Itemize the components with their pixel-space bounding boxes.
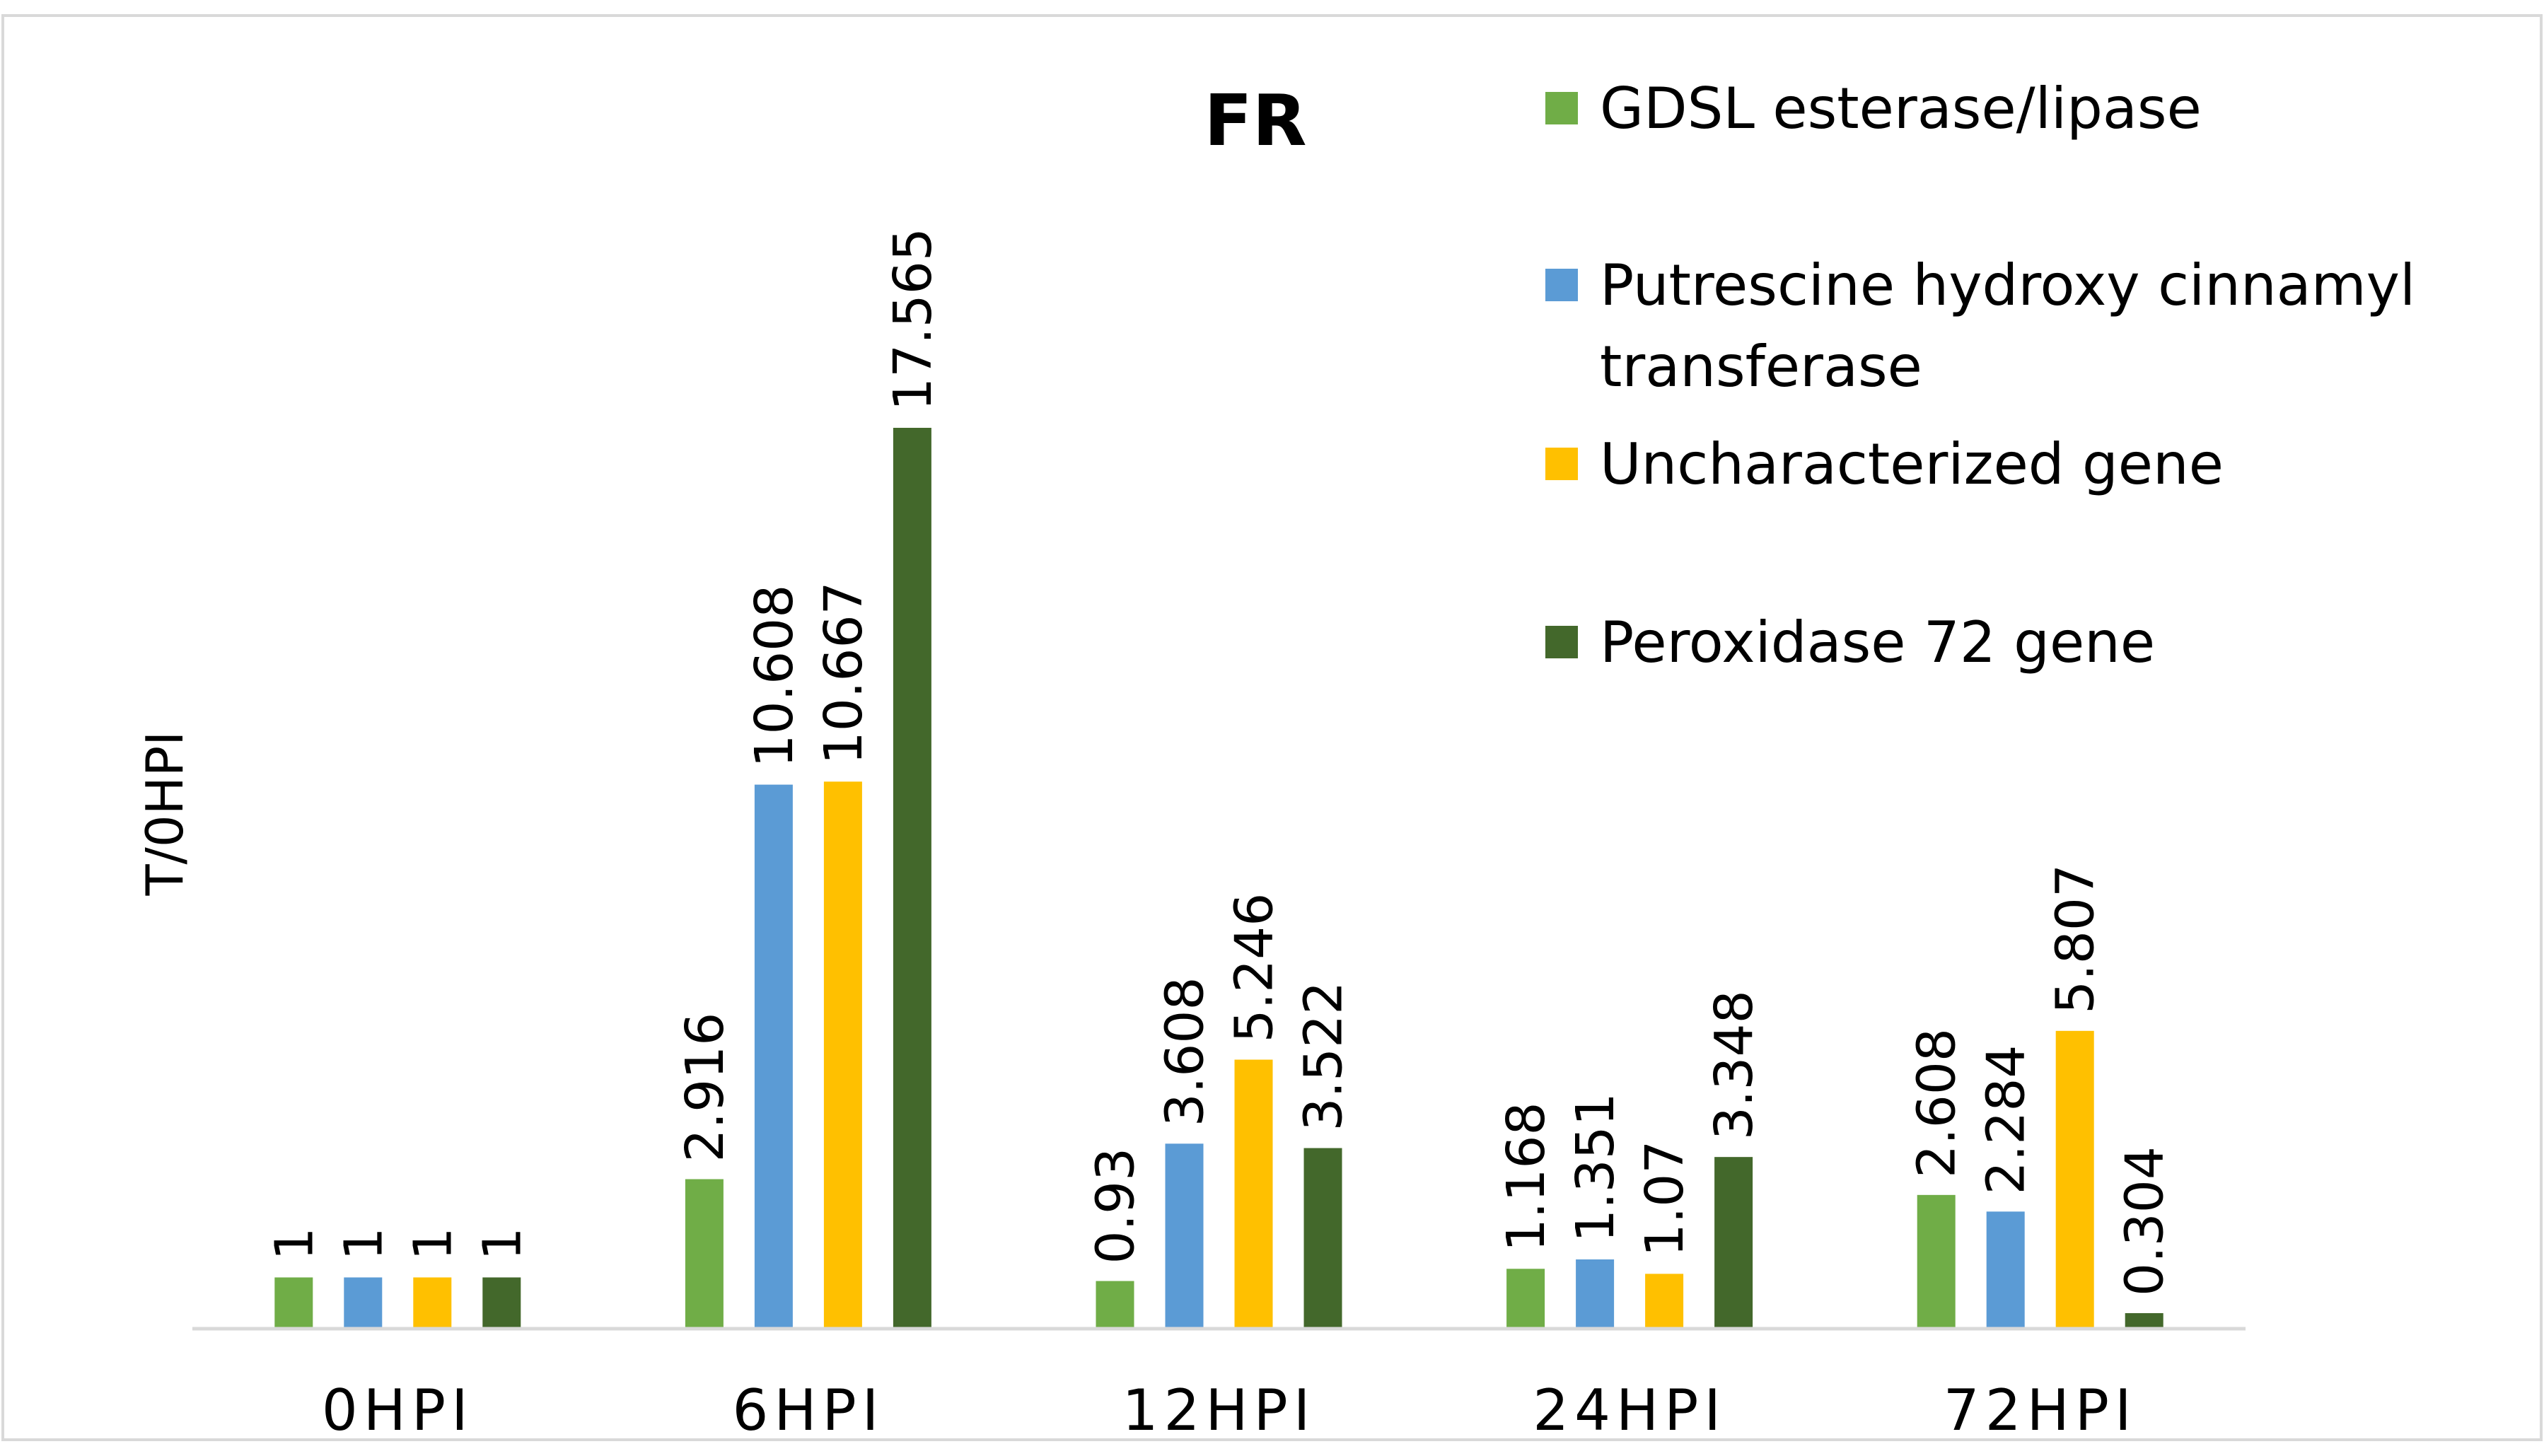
bar-72hpi-series-1 xyxy=(1917,1194,1956,1329)
value-label-24hpi-series-2: 1.351 xyxy=(1565,1093,1626,1242)
value-label-0hpi-series-3: 1 xyxy=(402,1227,463,1260)
value-label-6hpi-series-1: 2.916 xyxy=(675,1013,736,1163)
value-label-24hpi-series-3: 1.07 xyxy=(1634,1141,1695,1257)
bar-24hpi-series-3 xyxy=(1645,1274,1684,1329)
bars-layer xyxy=(274,428,2163,1329)
value-label-72hpi-series-1: 2.608 xyxy=(1907,1028,1968,1178)
legend-label-1: GDSL esterase/lipase xyxy=(1600,76,2202,141)
chart-title: FR xyxy=(1204,79,1306,162)
value-label-6hpi-series-3: 10.667 xyxy=(813,581,874,764)
bar-12hpi-series-4 xyxy=(1303,1148,1342,1329)
value-label-12hpi-series-2: 3.608 xyxy=(1155,977,1216,1126)
value-label-0hpi-series-1: 1 xyxy=(264,1227,325,1260)
bar-0hpi-series-1 xyxy=(274,1277,313,1329)
bar-72hpi-series-4 xyxy=(2125,1312,2163,1329)
legend-swatch-2 xyxy=(1545,269,1578,301)
bar-12hpi-series-3 xyxy=(1234,1059,1273,1329)
legend-swatch-1 xyxy=(1545,92,1578,124)
bar-0hpi-series-4 xyxy=(482,1277,521,1329)
value-label-12hpi-series-1: 0.93 xyxy=(1086,1148,1146,1264)
bar-24hpi-series-2 xyxy=(1576,1259,1615,1329)
bar-0hpi-series-2 xyxy=(344,1277,383,1329)
bar-72hpi-series-3 xyxy=(2055,1030,2094,1329)
bar-24hpi-series-1 xyxy=(1506,1269,1545,1329)
value-label-12hpi-series-4: 3.522 xyxy=(1294,982,1354,1131)
legend-label-3: Uncharacterized gene xyxy=(1600,431,2224,497)
bar-6hpi-series-1 xyxy=(685,1179,724,1329)
bar-12hpi-series-2 xyxy=(1165,1143,1204,1329)
value-label-6hpi-series-2: 10.608 xyxy=(744,585,805,768)
bar-6hpi-series-2 xyxy=(754,784,793,1329)
x-tick-label-24hpi: 24HPI xyxy=(1533,1378,1726,1443)
value-label-72hpi-series-4: 0.304 xyxy=(2115,1146,2176,1296)
legend: GDSL esterase/lipase Putrescine hydroxy c… xyxy=(1545,76,2415,675)
value-label-72hpi-series-3: 5.807 xyxy=(2045,864,2106,1014)
legend-label-2: Putrescine hydroxy cinnamyl transferase xyxy=(1600,252,2415,400)
bar-0hpi-series-3 xyxy=(413,1277,452,1329)
value-label-12hpi-series-3: 5.246 xyxy=(1224,893,1285,1043)
x-tick-label-0hpi: 0HPI xyxy=(322,1378,474,1443)
x-tick-label-72hpi: 72HPI xyxy=(1944,1378,2137,1443)
value-label-0hpi-series-4: 1 xyxy=(472,1227,533,1260)
bar-12hpi-series-1 xyxy=(1096,1281,1134,1329)
value-label-24hpi-series-4: 3.348 xyxy=(1704,990,1765,1140)
value-label-6hpi-series-4: 17.565 xyxy=(883,228,943,411)
value-label-72hpi-series-2: 2.284 xyxy=(1976,1044,2037,1194)
bar-6hpi-series-3 xyxy=(823,781,862,1329)
bar-24hpi-series-4 xyxy=(1714,1157,1753,1329)
y-axis-label: T/0HPI xyxy=(135,731,194,897)
value-label-0hpi-series-2: 1 xyxy=(333,1227,394,1260)
bar-72hpi-series-2 xyxy=(1986,1211,2025,1329)
x-tick-label-6hpi: 6HPI xyxy=(732,1378,884,1443)
x-tick-label-12hpi: 12HPI xyxy=(1122,1378,1316,1443)
legend-label-4: Peroxidase 72 gene xyxy=(1600,610,2155,675)
legend-swatch-3 xyxy=(1545,448,1578,480)
value-label-24hpi-series-1: 1.168 xyxy=(1496,1102,1557,1252)
bar-6hpi-series-4 xyxy=(893,428,931,1329)
legend-swatch-4 xyxy=(1545,626,1578,658)
x-tick-labels: 0HPI 6HPI 12HPI 24HPI 72HPI xyxy=(322,1378,2137,1443)
